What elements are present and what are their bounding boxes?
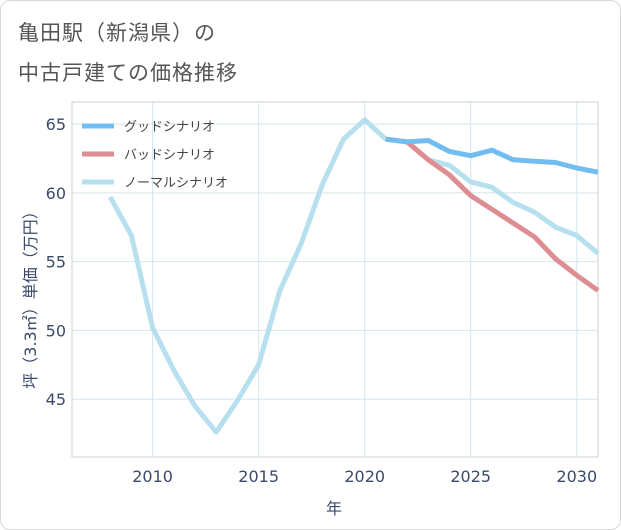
x-axis-title: 年 [326, 499, 342, 518]
y-tick-label-45: 45 [46, 390, 66, 409]
grid-lines [72, 102, 598, 457]
y-tick-label-50: 50 [46, 321, 66, 340]
chart-title-line-2: 中古戸建ての価格推移 [18, 61, 238, 85]
x-tick-label-2025: 2025 [450, 467, 491, 486]
series-line-1 [385, 136, 599, 175]
x-tick-label-2015: 2015 [238, 467, 279, 486]
x-axis-ticks: 2010 2015 2020 2025 2030 [132, 467, 597, 486]
x-tick-label-2010: 2010 [132, 467, 173, 486]
y-tick-label-60: 60 [46, 184, 66, 203]
y-tick-label-65: 65 [46, 115, 66, 134]
x-tick-label-2020: 2020 [344, 467, 385, 486]
y-axis-ticks: 45 50 55 60 65 [46, 115, 66, 409]
chart-title-line-1: 亀田駅（新潟県）の [18, 21, 216, 45]
series-line-2 [385, 136, 600, 293]
legend-label-2: バッドシナリオ [124, 148, 215, 163]
legend-label-3: ノーマルシナリオ [124, 176, 228, 191]
x-tick-label-2030: 2030 [556, 467, 597, 486]
y-axis-title: 坪（3.3㎡）単価（万円） [21, 203, 40, 388]
series-line-3 [108, 117, 600, 435]
legend-label-1: グッドシナリオ [124, 120, 215, 135]
y-tick-label-55: 55 [46, 253, 66, 272]
series-lines [108, 117, 600, 435]
